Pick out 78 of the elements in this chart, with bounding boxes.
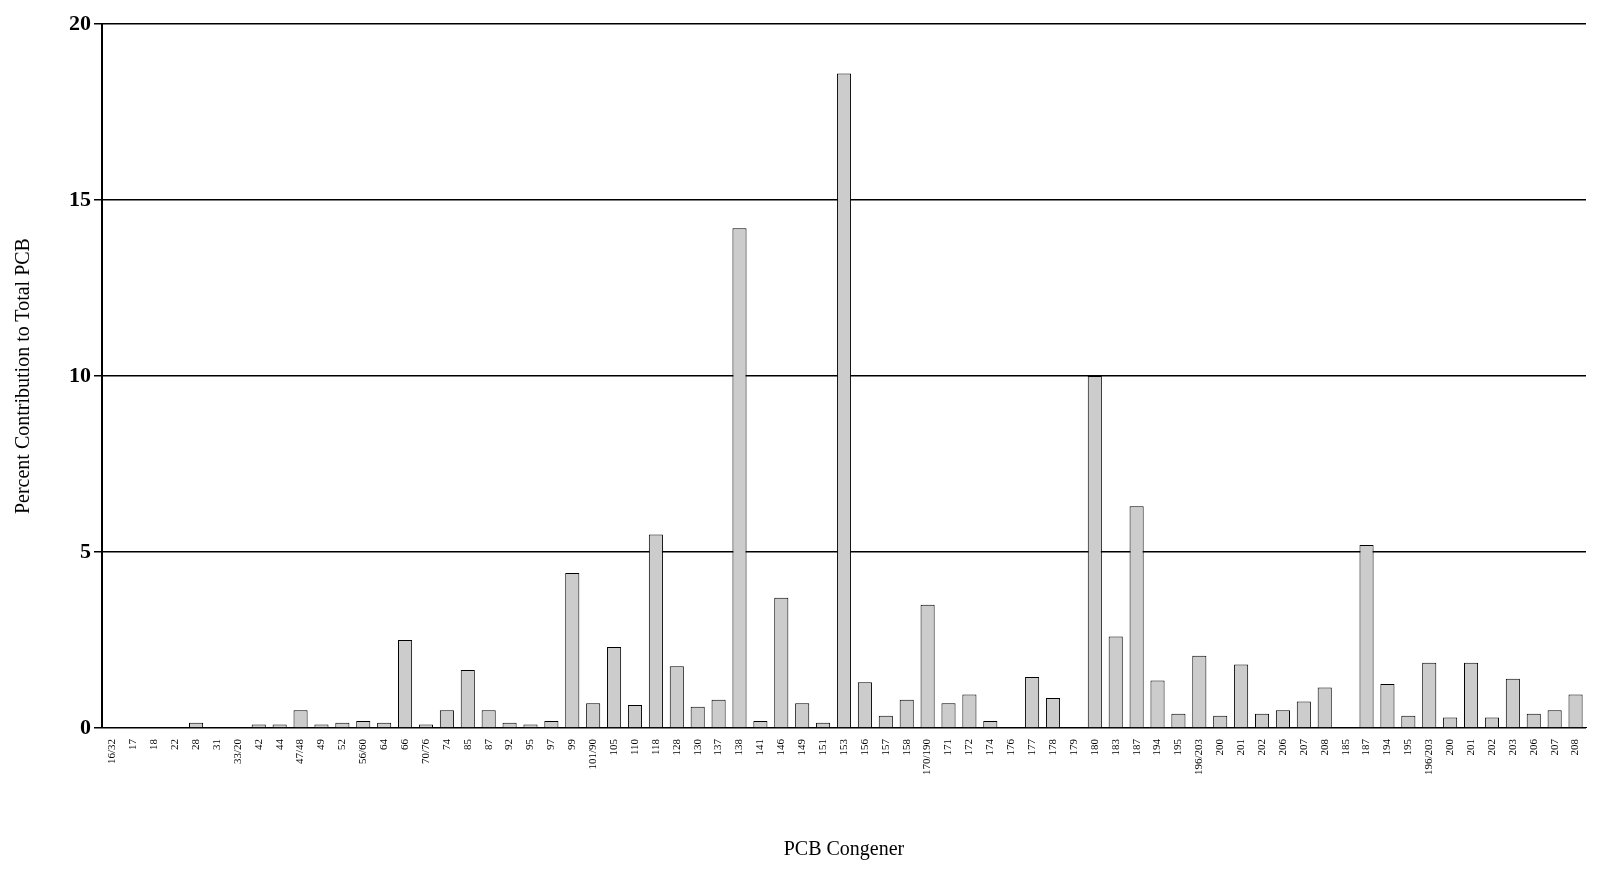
- x-tick-label: 18: [147, 738, 160, 750]
- y-tick-label: 15: [69, 185, 91, 211]
- x-tick-label: 137: [711, 738, 724, 756]
- x-tick-label: 42: [251, 738, 264, 750]
- x-tick-label: 206: [1526, 738, 1539, 756]
- x-tick-label: 16/32: [105, 738, 118, 765]
- x-tick-label: 194: [1380, 738, 1393, 756]
- x-tick-label: 196/203: [1422, 738, 1435, 776]
- y-tick-label: 5: [80, 537, 91, 563]
- x-tick-label: 202: [1254, 738, 1267, 756]
- y-tick-label: 0: [80, 713, 91, 739]
- y-tick-label: 20: [69, 9, 91, 35]
- x-tick-label: 22: [168, 738, 181, 750]
- x-tick-label: 130: [690, 738, 703, 756]
- x-tick-label: 195: [1401, 738, 1414, 756]
- x-tick-label: 177: [1025, 738, 1037, 756]
- x-tick-label: 200: [1443, 738, 1456, 756]
- x-tick-label: 49: [314, 738, 327, 750]
- x-tick-label: 31: [209, 738, 222, 750]
- x-tick-label: 174: [983, 738, 996, 756]
- x-tick-label: 156: [857, 738, 870, 756]
- x-tick-label: 128: [669, 738, 682, 756]
- x-tick-label: 141: [753, 738, 766, 756]
- x-tick-label: 52: [335, 738, 348, 750]
- x-tick-label: 178: [1045, 738, 1058, 756]
- x-tick-label: 66: [397, 738, 410, 750]
- x-axis-title: PCB Congener: [783, 837, 905, 861]
- x-tick-label: 200: [1213, 738, 1226, 756]
- x-tick-label: 183: [1108, 738, 1121, 756]
- x-tick-label: 33/20: [230, 738, 243, 765]
- x-tick-label: 110: [627, 738, 640, 756]
- x-tick-label: 158: [899, 738, 912, 756]
- x-tick-label: 17: [126, 738, 139, 750]
- x-tick-label: 187: [1359, 738, 1372, 756]
- x-tick-label: 70/76: [418, 738, 431, 765]
- x-tick-label: 208: [1317, 738, 1330, 756]
- x-tick-label: 101/90: [586, 738, 599, 770]
- x-tick-label: 206: [1275, 738, 1288, 756]
- x-tick-label: 74: [439, 738, 452, 750]
- x-tick-label: 92: [502, 738, 515, 750]
- x-tick-label: 118: [648, 738, 661, 756]
- x-tick-label: 179: [1066, 738, 1079, 756]
- x-tick-label: 153: [836, 738, 849, 756]
- x-tick-label: 99: [565, 738, 578, 750]
- x-tick-label: 56/60: [356, 738, 369, 765]
- x-tick-label: 28: [188, 738, 201, 750]
- x-tick-label: 157: [878, 738, 891, 756]
- x-tick-label: 207: [1547, 738, 1560, 756]
- x-tick-label: 203: [1505, 738, 1518, 756]
- y-axis-title: Percent Contribution to Total PCB: [11, 238, 34, 515]
- x-tick-label: 97: [544, 738, 557, 750]
- x-tick-label: 151: [815, 738, 828, 756]
- x-tick-label: 201: [1463, 738, 1476, 756]
- x-tick-label: 180: [1087, 738, 1100, 756]
- x-tick-label: 87: [481, 738, 494, 750]
- x-tick-label: 187: [1129, 738, 1142, 756]
- x-tick-label: 170/190: [920, 738, 933, 776]
- x-tick-label: 196/203: [1192, 738, 1205, 776]
- x-tick-label: 194: [1150, 738, 1163, 756]
- x-tick-label: 44: [272, 738, 285, 750]
- x-tick-label: 208: [1568, 738, 1581, 756]
- x-tick-label: 64: [377, 738, 390, 750]
- x-tick-label: 47/48: [293, 738, 306, 765]
- x-tick-label: 146: [774, 738, 787, 756]
- x-tick-label: 85: [460, 738, 473, 750]
- x-tick-label: 172: [962, 738, 975, 756]
- x-tick-label: 105: [606, 738, 619, 756]
- x-tick-label: 171: [941, 738, 954, 756]
- y-tick-label: 10: [69, 361, 91, 387]
- x-tick-label: 207: [1296, 738, 1309, 756]
- x-tick-label: 149: [795, 738, 808, 756]
- x-tick-label: 202: [1484, 738, 1497, 756]
- x-tick-label: 138: [732, 738, 745, 756]
- x-tick-label: 201: [1234, 738, 1247, 756]
- x-tick-label: 95: [523, 738, 536, 750]
- x-tick-label: 195: [1171, 738, 1184, 756]
- x-tick-label: 176: [1004, 738, 1017, 756]
- x-tick-label: 185: [1338, 738, 1351, 756]
